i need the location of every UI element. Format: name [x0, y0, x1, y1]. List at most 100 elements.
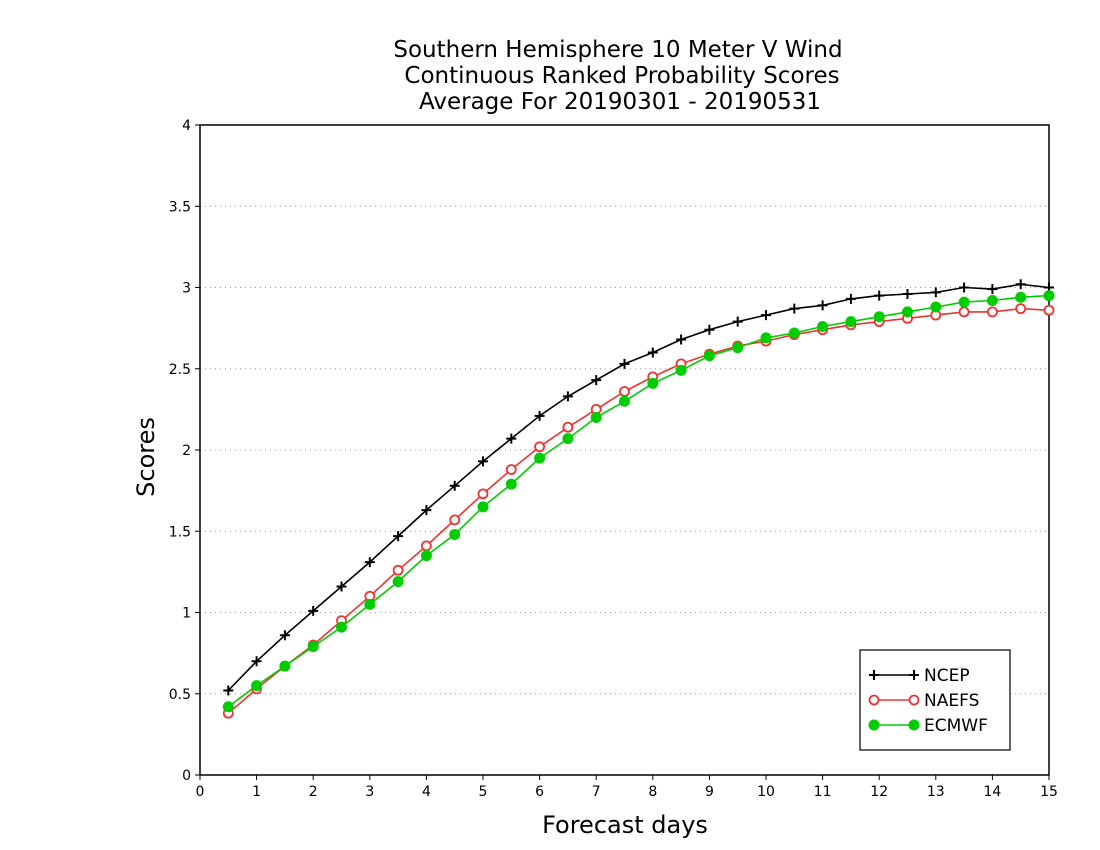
x-tick-label: 14 — [983, 784, 1001, 800]
legend-marker — [909, 670, 919, 680]
x-tick-label: 8 — [648, 784, 657, 800]
data-point-ecmwf — [958, 296, 970, 308]
data-point-ecmwf — [251, 680, 263, 692]
x-tick-label: 5 — [479, 784, 488, 800]
x-tick-label: 2 — [309, 784, 318, 800]
data-point-ncep — [619, 358, 630, 369]
data-point-ncep — [761, 310, 771, 321]
data-point-ecmwf — [788, 327, 800, 339]
legend-label: NAEFS — [924, 691, 979, 711]
data-point-naefs — [505, 464, 517, 475]
title-line-2: Continuous Ranked Probability Scores — [404, 63, 839, 89]
y-tick-label: 2.5 — [169, 362, 191, 378]
data-point-naefs — [562, 421, 574, 433]
data-point-ncep — [336, 581, 347, 592]
legend-items: NCEP NAEFS ECMWF — [868, 666, 988, 736]
data-point-ncep — [478, 456, 488, 467]
data-point-ncep — [732, 316, 743, 327]
data-point-ecmwf — [930, 301, 942, 313]
title-line-1: Southern Hemisphere 10 Meter V Wind — [393, 37, 842, 63]
data-point-ecmwf — [817, 321, 829, 332]
y-axis-label: Scores — [132, 417, 160, 497]
data-point-ecmwf — [647, 377, 659, 389]
data-point-ncep — [704, 324, 715, 335]
data-point-naefs — [958, 306, 970, 318]
data-point-ncep — [449, 480, 460, 491]
data-point-naefs — [449, 514, 461, 526]
data-point-ncep — [647, 347, 658, 358]
data-point-ncep — [251, 656, 262, 667]
data-point-ecmwf — [703, 350, 715, 362]
data-point-ncep — [874, 290, 885, 301]
data-point-ncep — [676, 334, 687, 345]
axis-ticks: 00.511.522.533.540 1 2 3 4 5 6 7 8 9 10 11 12 13 14 15 — [169, 118, 1058, 800]
data-point-ecmwf — [222, 701, 234, 713]
legend-item-ecmwf: ECMWF — [868, 716, 988, 736]
data-point-ncep — [902, 289, 913, 299]
data-point-ecmwf — [590, 412, 602, 423]
data-point-ncep — [987, 284, 998, 295]
x-tick-label: 13 — [927, 784, 945, 800]
legend-marker — [868, 719, 880, 731]
y-tick-label: 1 — [182, 606, 191, 622]
data-point-ncep — [393, 531, 404, 542]
x-tick-label: 1 — [252, 784, 261, 800]
data-point-ecmwf — [873, 311, 885, 323]
data-point-ncep — [421, 505, 432, 516]
data-point-ecmwf — [986, 295, 998, 306]
data-point-naefs — [1015, 303, 1027, 315]
series-ncep — [223, 279, 1054, 696]
data-point-ncep — [1015, 279, 1026, 290]
data-point-ecmwf — [1015, 291, 1027, 303]
legend-item-ncep: NCEP — [869, 666, 970, 686]
data-point-ecmwf — [279, 660, 291, 672]
data-point-ncep — [562, 391, 573, 402]
legend-marker — [869, 670, 879, 680]
data-point-ecmwf — [845, 316, 857, 328]
data-point-ecmwf — [364, 598, 376, 610]
data-point-naefs — [1043, 304, 1055, 316]
data-point-ecmwf — [619, 395, 630, 407]
data-point-ncep — [223, 685, 234, 696]
data-point-ecmwf — [505, 478, 517, 490]
legend-marker — [908, 694, 920, 706]
data-point-ecmwf — [449, 529, 461, 540]
data-point-naefs — [392, 564, 404, 576]
data-point-ecmwf — [392, 576, 404, 588]
data-point-ncep — [817, 300, 828, 311]
x-tick-label: 3 — [365, 784, 374, 800]
legend-label: ECMWF — [924, 716, 988, 736]
y-tick-label: 0.5 — [169, 687, 191, 703]
x-tick-label: 7 — [592, 784, 601, 800]
data-point-naefs — [619, 386, 630, 397]
data-point-ncep — [930, 287, 941, 298]
data-point-ncep — [279, 630, 290, 641]
data-point-ecmwf — [675, 364, 687, 376]
data-point-ecmwf — [420, 550, 432, 562]
legend: NCEP NAEFS ECMWF — [859, 649, 1011, 751]
series-line-ncep — [227, 283, 1050, 692]
data-point-ecmwf — [477, 501, 489, 513]
data-point-ecmwf — [562, 433, 574, 445]
data-point-ncep — [591, 375, 602, 386]
data-point-ecmwf — [534, 452, 546, 464]
data-point-ncep — [959, 282, 970, 293]
y-tick-label: 4 — [182, 118, 191, 134]
chart-title: Southern Hemisphere 10 Meter V Wind Cont… — [393, 37, 842, 115]
data-point-ncep — [308, 605, 319, 616]
data-point-naefs — [477, 488, 489, 500]
data-point-naefs — [420, 540, 432, 552]
x-tick-label: 9 — [705, 784, 714, 800]
x-tick-label: 11 — [814, 784, 832, 800]
y-tick-label: 0 — [182, 768, 191, 784]
data-point-naefs — [987, 306, 998, 318]
data-point-ncep — [364, 557, 375, 568]
title-line-3: Average For 20190301 - 20190531 — [419, 89, 821, 115]
data-point-ncep — [845, 293, 856, 304]
y-tick-label: 3 — [182, 281, 191, 297]
series-ecmwf — [222, 290, 1055, 713]
gridlines — [200, 205, 1049, 695]
x-axis-label: Forecast days — [542, 811, 708, 839]
legend-marker — [868, 694, 880, 706]
